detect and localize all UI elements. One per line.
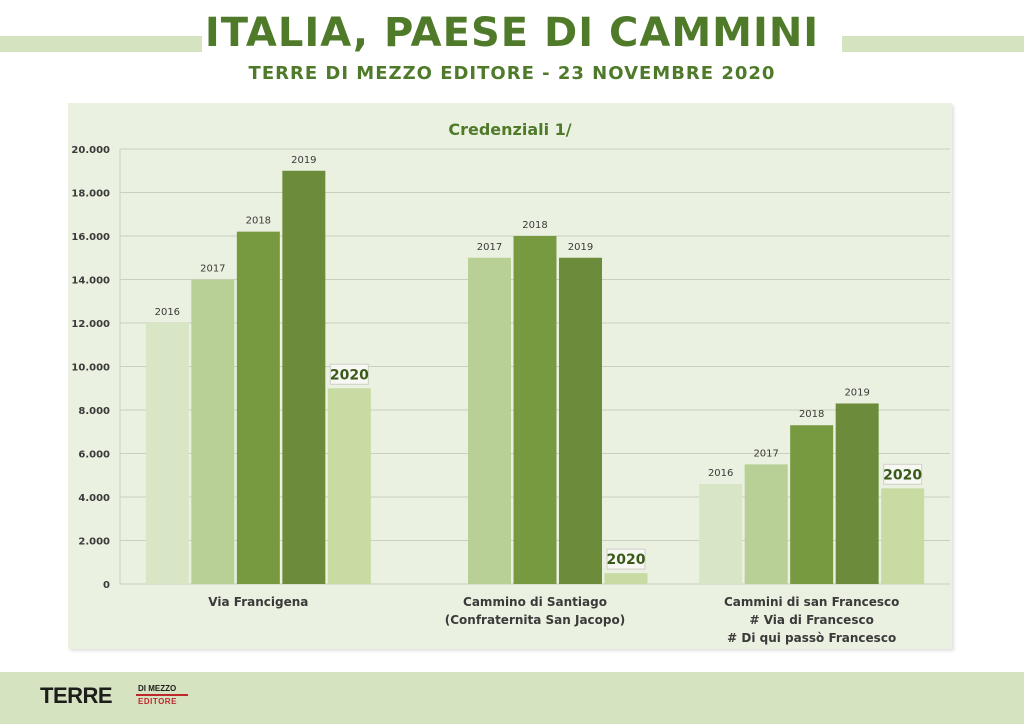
y-tick-label: 20.000 xyxy=(71,145,110,156)
data-label-2018: 2018 xyxy=(799,409,824,420)
category-label: Via Francigena xyxy=(208,595,308,609)
data-label-2017: 2017 xyxy=(200,264,225,275)
data-label-2017: 2017 xyxy=(753,448,778,459)
y-tick-label: 4.000 xyxy=(78,493,110,504)
y-tick-label: 8.000 xyxy=(78,406,110,417)
bar-2016 xyxy=(145,323,189,584)
category-label: (Confraternita San Jacopo) xyxy=(445,613,625,627)
y-tick-label: 2.000 xyxy=(78,537,110,548)
data-label-2019: 2019 xyxy=(291,155,316,166)
data-label-2017: 2017 xyxy=(477,242,502,253)
right-decorative-band xyxy=(842,36,1024,52)
y-tick-label: 14.000 xyxy=(71,276,110,287)
logo-tagline: DI MEZZO xyxy=(138,684,177,693)
data-label-2019: 2019 xyxy=(568,242,593,253)
category-label: Cammino di Santiago xyxy=(463,595,607,609)
page-subtitle: TERRE DI MEZZO EDITORE - 23 NOVEMBRE 202… xyxy=(248,63,776,84)
left-decorative-band xyxy=(0,36,202,52)
bar-2019 xyxy=(559,257,602,584)
category-label: # Di qui passò Francesco xyxy=(727,631,896,645)
y-tick-label: 0 xyxy=(103,580,110,591)
bar-2019 xyxy=(835,403,879,584)
bar-2018 xyxy=(513,236,557,584)
year-badge-2020 xyxy=(606,548,646,570)
bar-2018 xyxy=(790,425,834,584)
y-tick-label: 10.000 xyxy=(71,363,110,374)
y-tick-label: 6.000 xyxy=(78,450,110,461)
bar-2020 xyxy=(604,573,648,584)
footer-band xyxy=(0,672,1024,724)
data-label-2019: 2019 xyxy=(844,387,869,398)
bar-chart: Credenziali 1/0 2.000 4.000 6.000 8.000 10.00… xyxy=(71,120,950,645)
y-tick-label: 16.000 xyxy=(71,232,110,243)
data-label-2016: 2016 xyxy=(708,468,733,479)
category-label: Cammini di san Francesco xyxy=(724,595,899,609)
data-label-2020: 2020 xyxy=(330,367,369,383)
y-tick-label: 12.000 xyxy=(71,319,110,330)
bar-2018 xyxy=(236,231,280,584)
data-label-2016: 2016 xyxy=(155,307,180,318)
data-label-2020: 2020 xyxy=(883,467,922,483)
logo-subtitle: EDITORE xyxy=(138,697,177,706)
y-tick-label: 18.000 xyxy=(71,189,110,200)
page-title: ITALIA, PAESE DI CAMMINI xyxy=(204,10,820,56)
chart-panel: Credenziali 1/0 2.000 4.000 6.000 8.000 10.00… xyxy=(68,103,952,649)
data-label-2018: 2018 xyxy=(246,216,271,227)
logo-wordmark: TERRE xyxy=(40,683,113,709)
chart-title: Credenziali 1/ xyxy=(448,120,571,139)
logo-rule xyxy=(136,694,188,696)
logo-wordmark-text: TERRE xyxy=(40,683,113,708)
category-label: # Via di Francesco xyxy=(750,613,874,627)
year-badge-2020 xyxy=(883,463,923,485)
data-label-2020: 2020 xyxy=(607,552,646,568)
bar-2019 xyxy=(282,170,326,584)
year-badge-2020 xyxy=(329,363,369,385)
data-label-2018: 2018 xyxy=(522,220,547,231)
bar-2017 xyxy=(468,257,511,584)
bar-2020 xyxy=(881,488,925,584)
bar-2020 xyxy=(327,388,371,584)
bar-2017 xyxy=(744,464,788,584)
bar-2016 xyxy=(699,483,743,584)
bar-2017 xyxy=(191,279,235,584)
